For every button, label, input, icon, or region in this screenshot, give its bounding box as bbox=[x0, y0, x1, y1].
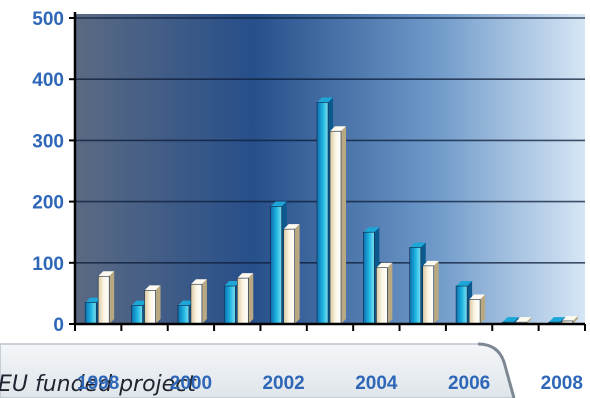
y-tick-labels: 0 100 200 300 400 500 bbox=[32, 9, 64, 336]
y-tick-label: 400 bbox=[32, 70, 64, 91]
bar-side bbox=[433, 260, 439, 324]
bar-front bbox=[376, 267, 388, 325]
bar-top bbox=[317, 97, 333, 103]
bar-front bbox=[329, 130, 342, 325]
bar-top bbox=[270, 201, 287, 207]
caption-text: EU funded project bbox=[0, 372, 197, 397]
bar bbox=[283, 224, 300, 325]
bar-top bbox=[190, 279, 207, 285]
bar-side bbox=[201, 279, 207, 324]
bar-side bbox=[480, 294, 486, 324]
bar bbox=[97, 271, 115, 325]
bar-front bbox=[283, 228, 295, 325]
bar-top bbox=[422, 260, 439, 266]
bar-front bbox=[270, 206, 282, 325]
bar-front bbox=[468, 299, 481, 325]
bar bbox=[236, 273, 254, 325]
bars bbox=[84, 97, 578, 325]
bar-side bbox=[155, 285, 161, 324]
bar-top bbox=[330, 126, 346, 132]
bar-front bbox=[409, 247, 422, 325]
bar-top bbox=[131, 300, 148, 306]
bar-top bbox=[469, 294, 486, 300]
bar-top bbox=[456, 281, 473, 287]
bar bbox=[422, 260, 439, 325]
bar-front bbox=[236, 277, 249, 325]
bar-front bbox=[97, 275, 110, 325]
bar-side bbox=[526, 317, 532, 324]
bar bbox=[144, 285, 161, 325]
caption-band-shadow bbox=[477, 342, 516, 398]
bar-front bbox=[455, 285, 468, 325]
bar-top bbox=[502, 317, 519, 323]
y-tick-label: 500 bbox=[32, 9, 64, 30]
bar-top bbox=[237, 273, 254, 279]
bar bbox=[468, 294, 486, 325]
bar-front bbox=[316, 102, 329, 325]
bar-front bbox=[363, 231, 375, 325]
bar-top bbox=[548, 317, 565, 323]
x-tick-label: 2000 bbox=[170, 373, 212, 394]
bar-front bbox=[177, 305, 190, 325]
bar-front bbox=[223, 285, 236, 325]
bar-top bbox=[177, 300, 194, 306]
bar-side bbox=[248, 273, 254, 324]
bar-top bbox=[376, 262, 393, 268]
bar-top bbox=[283, 224, 300, 230]
bar-front bbox=[84, 302, 97, 325]
bar-front bbox=[190, 283, 203, 325]
bar bbox=[329, 126, 346, 325]
x-tick-label: 2004 bbox=[355, 373, 398, 394]
bar-side bbox=[572, 315, 578, 324]
bar-side bbox=[109, 271, 115, 324]
bar-side bbox=[387, 262, 393, 324]
bar-side bbox=[513, 317, 519, 324]
bar-top bbox=[561, 315, 578, 321]
x-tick-label: 2008 bbox=[541, 373, 583, 394]
bar bbox=[376, 262, 393, 325]
y-tick-label: 0 bbox=[53, 315, 64, 336]
bar-side bbox=[294, 224, 300, 324]
bar bbox=[561, 315, 578, 325]
x-tick-labels: 1998 2000 2002 2004 2006 2008 bbox=[77, 373, 583, 394]
bar-top bbox=[515, 317, 532, 323]
x-tick-label: 2006 bbox=[448, 373, 490, 394]
bar-front bbox=[144, 290, 156, 325]
bar-top bbox=[409, 242, 426, 248]
bar-top bbox=[85, 297, 102, 303]
bar-front bbox=[422, 265, 435, 325]
bar-top bbox=[363, 227, 380, 233]
y-tick-label: 200 bbox=[32, 193, 64, 214]
bar-front bbox=[131, 305, 143, 325]
bar bbox=[190, 279, 207, 325]
bar-top bbox=[144, 285, 161, 291]
y-tick-label: 300 bbox=[32, 131, 64, 152]
axes bbox=[69, 12, 586, 331]
x-tick-label: 2002 bbox=[262, 373, 304, 394]
bar-side bbox=[341, 126, 346, 324]
y-tick-label: 100 bbox=[32, 254, 64, 275]
bar-top bbox=[224, 281, 241, 287]
x-tick-label: 1998 bbox=[77, 373, 119, 394]
bar-top bbox=[98, 271, 115, 277]
